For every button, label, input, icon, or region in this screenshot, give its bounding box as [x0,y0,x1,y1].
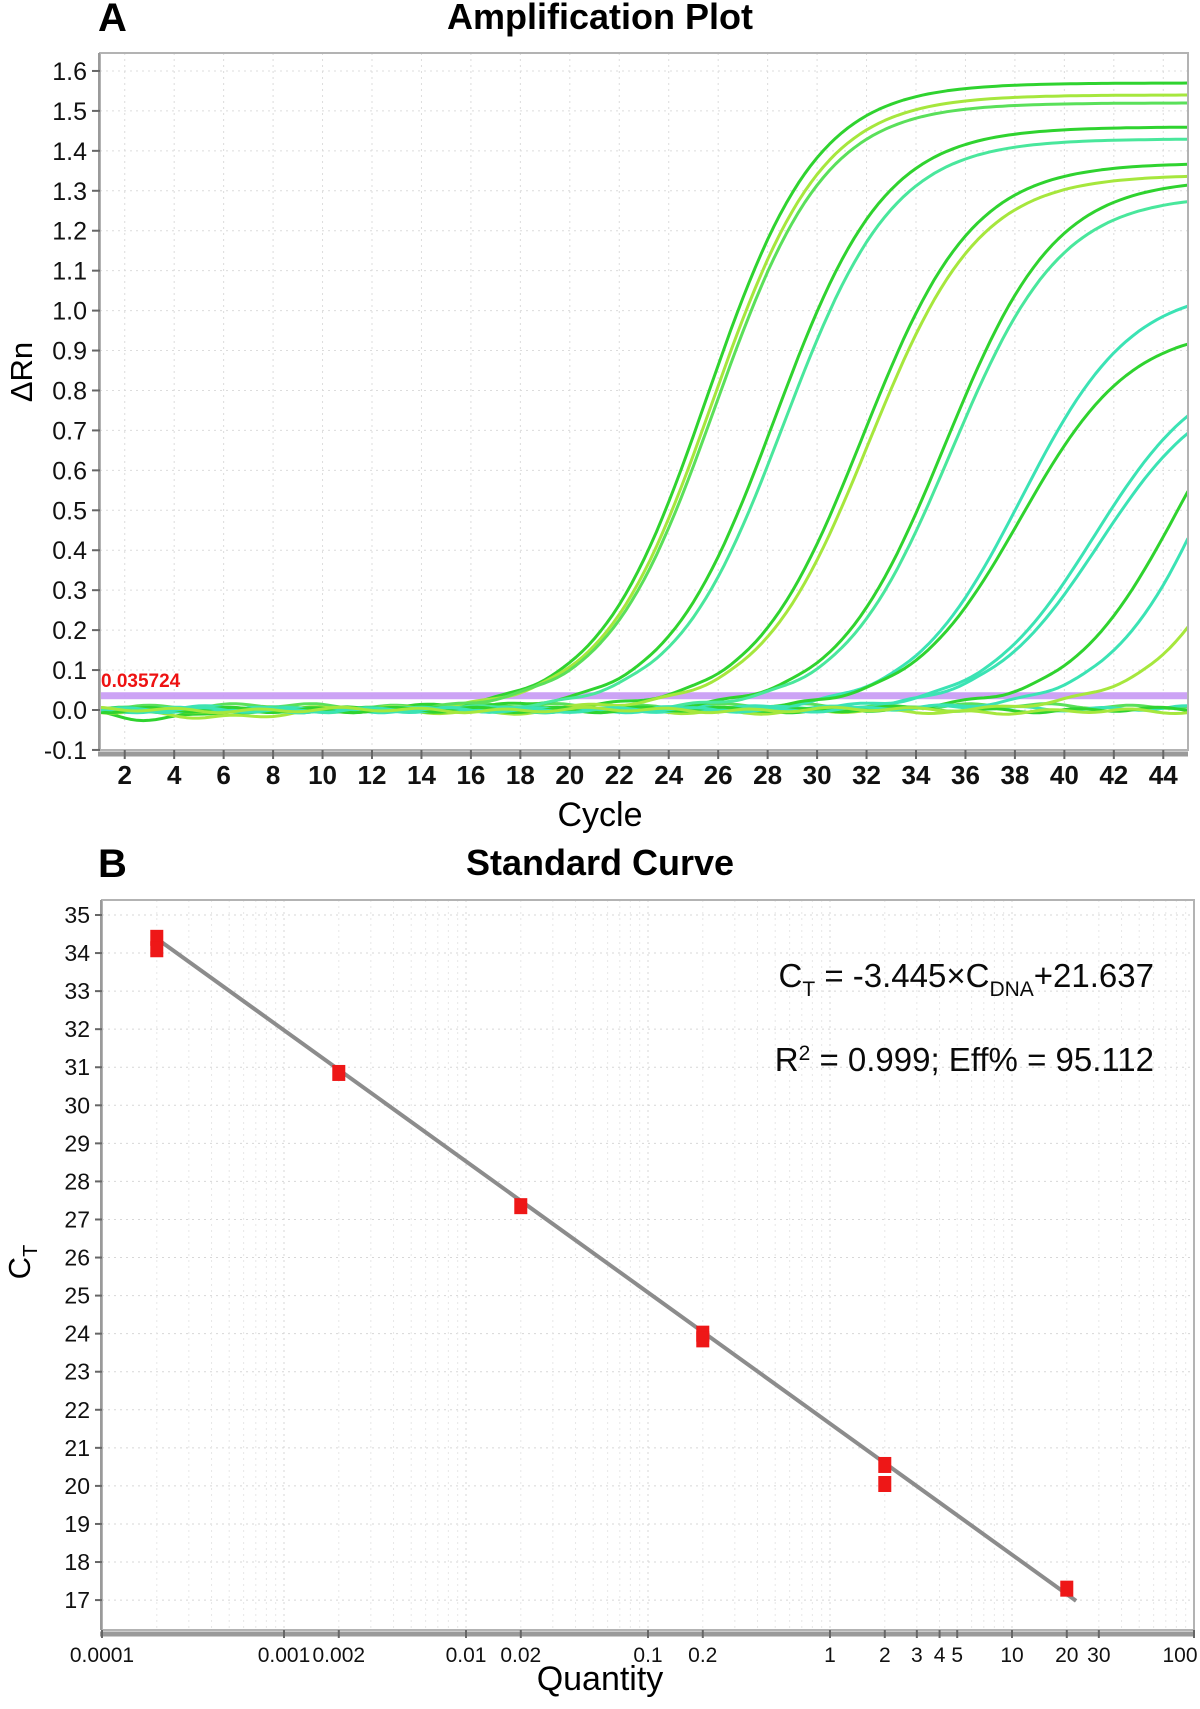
svg-text:0.0: 0.0 [52,697,87,725]
svg-text:22: 22 [605,760,634,790]
svg-text:4: 4 [934,1644,946,1667]
svg-text:24: 24 [64,1321,90,1347]
svg-text:18: 18 [506,760,535,790]
svg-text:20: 20 [1055,1644,1078,1667]
svg-text:34: 34 [64,940,90,966]
svg-text:1.1: 1.1 [52,258,87,286]
svg-text:26: 26 [64,1245,90,1271]
svg-text:33: 33 [64,978,90,1004]
threshold-value-label: 0.035724 [101,671,181,692]
panel-a-title: Amplification Plot [447,0,753,37]
svg-text:6: 6 [216,760,230,790]
regression-equation: CT = -3.445×CDNA+21.637 [778,957,1154,1001]
svg-text:0.2: 0.2 [52,617,87,645]
svg-text:26: 26 [704,760,733,790]
svg-text:29: 29 [64,1130,90,1156]
svg-text:0.3: 0.3 [52,577,87,605]
svg-text:2: 2 [879,1644,891,1667]
svg-text:10: 10 [308,760,337,790]
panel-b-title: Standard Curve [465,842,735,883]
svg-text:0.7: 0.7 [52,417,87,445]
svg-text:28: 28 [64,1168,90,1194]
svg-text:0.01: 0.01 [446,1644,487,1667]
svg-text:19: 19 [64,1511,90,1537]
svg-text:0.1: 0.1 [633,1644,662,1667]
svg-text:0.9: 0.9 [52,338,87,366]
svg-text:16: 16 [456,760,485,790]
svg-text:14: 14 [407,760,436,790]
svg-text:25: 25 [64,1283,90,1309]
cycle-axis-label: Cycle [557,796,643,834]
svg-text:1.6: 1.6 [52,58,87,86]
svg-text:2: 2 [117,760,131,790]
svg-text:0.5: 0.5 [52,497,87,525]
svg-text:42: 42 [1099,760,1128,790]
svg-text:1.2: 1.2 [52,218,87,246]
svg-text:20: 20 [555,760,584,790]
ct-axis-label-sub: T [20,1244,43,1257]
svg-text:0.4: 0.4 [52,537,87,565]
svg-text:1.5: 1.5 [52,98,87,126]
svg-text:18: 18 [64,1549,90,1575]
svg-text:0.001: 0.001 [258,1644,311,1667]
svg-text:27: 27 [64,1206,90,1232]
svg-text:44: 44 [1149,760,1178,790]
svg-text:-0.1: -0.1 [44,737,87,765]
standard-curve-chart: 0.0001 0.001 0.002 0.01 0.02 0.1 0.2 1 2 3 4 5 10 20 3… [64,899,1198,1667]
svg-text:0.02: 0.02 [500,1644,541,1667]
amplification-chart: 2 4 6 8 10 12 14 16 18 20 22 24 26 28 30 32 34 36 38 40 42 44… [44,52,1189,790]
delta-rn-axis-label: ΔRn [4,341,39,403]
svg-text:12: 12 [358,760,387,790]
svg-text:32: 32 [64,1016,90,1042]
panel-a-label: A [98,0,127,40]
svg-text:20: 20 [64,1473,90,1499]
svg-text:0.002: 0.002 [313,1644,366,1667]
svg-text:0.2: 0.2 [688,1644,717,1667]
svg-text:100: 100 [1162,1644,1197,1667]
r-squared-line: R2 = 0.999; Eff% = 95.112 [774,1041,1154,1078]
svg-text:1.0: 1.0 [52,298,87,326]
svg-text:30: 30 [803,760,832,790]
svg-text:17: 17 [64,1587,90,1613]
svg-text:22: 22 [64,1397,90,1423]
svg-text:28: 28 [753,760,782,790]
svg-text:24: 24 [654,760,683,790]
svg-text:34: 34 [902,760,931,790]
ct-axis-label: CT [2,1244,43,1280]
svg-text:8: 8 [266,760,280,790]
svg-text:36: 36 [951,760,980,790]
quantity-axis-label: Quantity [536,1660,664,1698]
svg-text:0.8: 0.8 [52,377,87,405]
svg-text:4: 4 [167,760,182,790]
svg-text:38: 38 [1000,760,1029,790]
svg-text:10: 10 [1000,1644,1023,1667]
panel-b-label: B [98,842,127,886]
svg-text:5: 5 [951,1644,963,1667]
svg-text:23: 23 [64,1359,90,1385]
svg-text:0.1: 0.1 [52,657,87,685]
svg-text:31: 31 [64,1054,90,1080]
svg-text:30: 30 [1087,1644,1110,1667]
regression-annotation: CT = -3.445×CDNA+21.637 R2 = 0.999; Eff%… [775,944,1154,1092]
svg-text:30: 30 [64,1092,90,1118]
svg-text:40: 40 [1050,760,1079,790]
svg-text:1.4: 1.4 [52,138,87,166]
svg-text:0.6: 0.6 [52,457,87,485]
svg-text:1.3: 1.3 [52,178,87,206]
svg-text:21: 21 [64,1435,90,1461]
svg-text:3: 3 [911,1644,923,1667]
svg-text:35: 35 [64,902,90,928]
svg-text:0.0001: 0.0001 [70,1644,134,1667]
svg-text:32: 32 [852,760,881,790]
svg-text:1: 1 [824,1644,836,1667]
